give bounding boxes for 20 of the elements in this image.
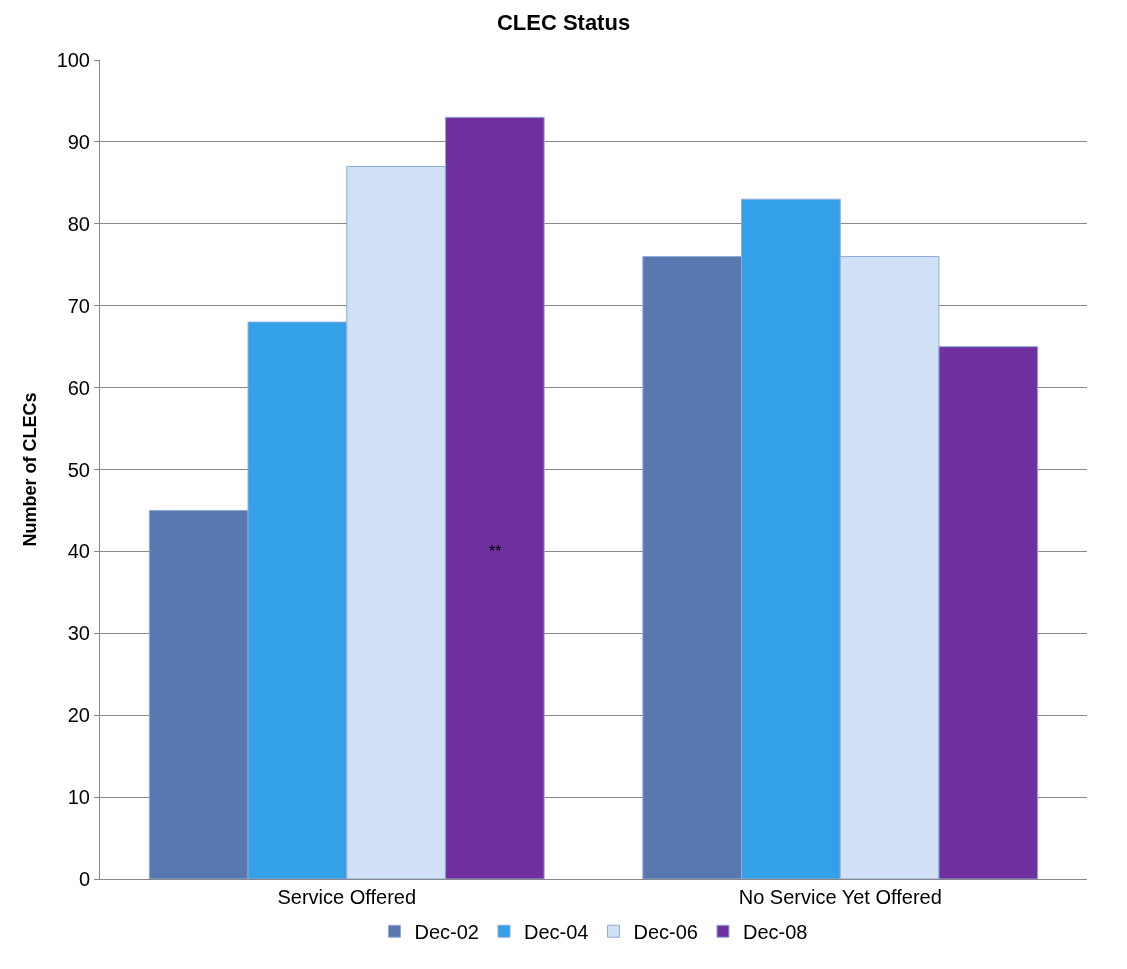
chart-title: CLEC Status xyxy=(496,9,631,35)
y-axis-title: Number of CLECs xyxy=(19,392,40,547)
y-tick-label: 30 xyxy=(67,622,90,645)
y-tick-label: 0 xyxy=(78,868,90,890)
legend-label: Dec-06 xyxy=(633,921,698,944)
legend-label: Dec-08 xyxy=(742,921,808,944)
y-tick-label: 70 xyxy=(67,294,90,317)
x-tick-label: Service Offered xyxy=(277,886,417,908)
y-tick-label: 10 xyxy=(67,786,90,809)
legend-label: Dec-04 xyxy=(523,921,589,944)
y-tick-label: 20 xyxy=(67,704,90,727)
y-tick-label: 50 xyxy=(67,458,90,481)
annotation: ** xyxy=(489,543,502,560)
y-tick-label: 80 xyxy=(67,212,90,235)
y-tick-label: 100 xyxy=(56,49,90,71)
y-tick-label: 40 xyxy=(67,540,90,563)
legend-label: Dec-02 xyxy=(414,921,479,944)
y-tick-label: 60 xyxy=(67,376,90,399)
y-tick-label: 90 xyxy=(67,130,90,153)
x-tick-label: No Service Yet Offered xyxy=(738,886,942,908)
